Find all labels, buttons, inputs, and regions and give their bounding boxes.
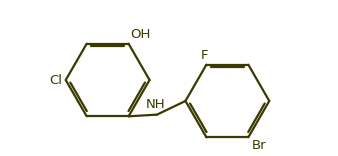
Text: NH: NH — [146, 98, 165, 111]
Text: F: F — [201, 49, 209, 62]
Text: Br: Br — [251, 139, 266, 152]
Text: Cl: Cl — [50, 73, 63, 87]
Text: OH: OH — [130, 28, 150, 41]
